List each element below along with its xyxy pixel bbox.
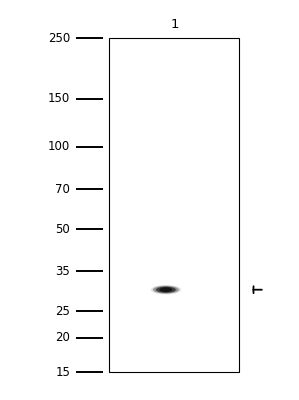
Ellipse shape [160,287,172,292]
Text: 250: 250 [48,32,70,44]
Ellipse shape [153,286,179,294]
Ellipse shape [156,287,176,293]
Ellipse shape [151,285,181,294]
Bar [109,38,239,372]
Text: 100: 100 [48,140,70,153]
Text: 1: 1 [171,18,179,30]
Text: 50: 50 [56,222,70,236]
Text: 15: 15 [55,366,70,378]
Text: 35: 35 [56,265,70,278]
Text: 150: 150 [48,92,70,105]
Text: 70: 70 [55,183,70,196]
Text: 25: 25 [55,305,70,318]
Text: 20: 20 [55,331,70,344]
